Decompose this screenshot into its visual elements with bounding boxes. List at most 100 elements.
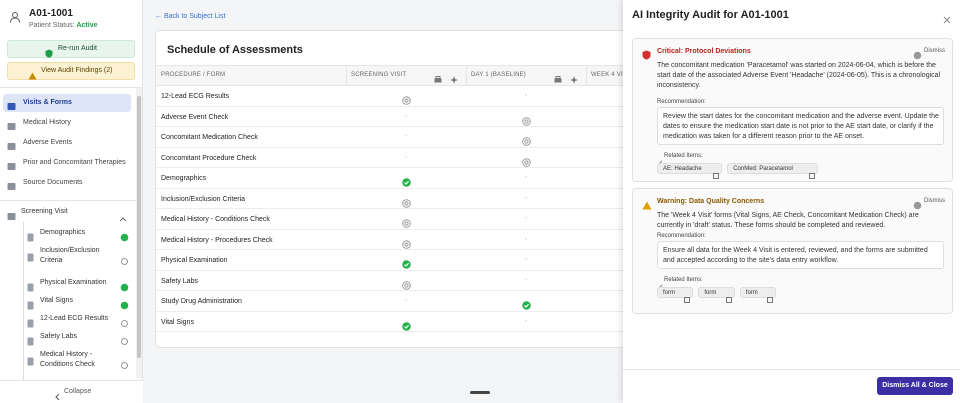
back-link[interactable]: ← Back to Subject List (155, 13, 226, 20)
drag-handle (470, 391, 490, 394)
column-header: WEEK 4 VISIT (591, 72, 633, 78)
form-icon (27, 297, 34, 315)
recommendation-label: Recommendation: (657, 99, 706, 105)
nav-label: Prior and Concomitant Therapies (23, 159, 126, 166)
related-chip[interactable]: form (657, 287, 694, 303)
related-chip[interactable]: ConMed: Paracetamol (727, 163, 818, 179)
nav-label: Visits & Forms (23, 99, 72, 106)
form-name: Medical History - Procedures Check (161, 236, 273, 244)
button-label: View Audit Findings (2) (41, 67, 113, 74)
panel-footer-divider (623, 369, 960, 370)
status-value: Active (76, 22, 98, 29)
form-item[interactable]: Demographics (26, 227, 132, 243)
divider (0, 87, 143, 88)
form-item[interactable]: Medical History - Conditions Check (26, 349, 132, 379)
finding-text: The concomitant medication 'Paracetamol'… (657, 62, 941, 89)
header-row (156, 65, 654, 86)
dismiss-all-button[interactable]: Dismiss All & Close (877, 377, 953, 395)
recommendation-box: Ensure all data for the Week 4 Visit is … (657, 241, 944, 269)
nav-icon (7, 138, 16, 156)
related-chip[interactable]: form (739, 287, 777, 303)
form-item[interactable]: Vital Signs (26, 295, 132, 311)
nav-item[interactable]: Prior and Concomitant Therapies (3, 154, 131, 172)
form-name: Medical History - Conditions Check (161, 216, 270, 223)
close-icon[interactable] (943, 11, 951, 29)
nav-item[interactable]: Medical History (3, 114, 131, 132)
recommendation-text: Ensure all data for the Week 4 Visit is … (663, 247, 928, 264)
table-row (156, 291, 654, 312)
status-complete (120, 229, 129, 247)
table-row (156, 271, 654, 291)
form-item[interactable]: Inclusion/Exclusion Criteria (26, 245, 132, 275)
sidebar: A01-1001 Patient Status: Active Re-run Aud… (0, 0, 143, 403)
nav-label: Adverse Events (23, 139, 73, 146)
finding-title: Critical: Protocol Deviations (657, 48, 751, 55)
audit-button[interactable]: View Audit Findings (2) (7, 62, 135, 80)
dismiss-button[interactable]: Dismiss (913, 47, 949, 60)
chip-label: form (745, 290, 758, 296)
status-pending (401, 236, 411, 254)
related-chip[interactable]: AE: Headache (657, 163, 723, 179)
form-label: Vital Signs (40, 297, 73, 304)
nav-icon (7, 98, 16, 116)
empty-cell: - (524, 194, 528, 202)
collapse-footer[interactable]: Collapse (0, 380, 143, 403)
form-name: 12-Lead ECG Results (161, 93, 230, 100)
external-icon (808, 166, 815, 184)
form-item[interactable]: Safety Labs (26, 331, 132, 347)
status-complete (120, 297, 129, 315)
section-icon (7, 208, 16, 226)
form-name: Demographics (161, 175, 207, 182)
chevron (119, 209, 127, 227)
nav-label: Medical History (23, 119, 71, 126)
tree-line (23, 222, 24, 382)
form-name: Safety Labs (161, 277, 198, 285)
form-icon (27, 315, 34, 333)
nav-item[interactable]: Adverse Events (3, 134, 131, 152)
form-label: 12-Lead ECG Results (40, 315, 109, 322)
form-label: Inclusion/Exclusion Criteria (40, 247, 100, 264)
column-divider (466, 66, 467, 86)
panel-title: AI Integrity Audit for A01-1001 (632, 9, 789, 21)
empty-cell: - (404, 297, 408, 304)
nav-item[interactable]: Source Documents (3, 174, 131, 192)
empty-cell: - (404, 112, 408, 120)
scrollbar-thumb (137, 96, 141, 358)
status-incomplete (120, 333, 129, 351)
form-icon (27, 229, 34, 247)
collapse-label: Collapse (64, 388, 92, 395)
nav-icon (7, 178, 16, 196)
status-pending (521, 133, 531, 151)
nav-label: Source Documents (23, 179, 83, 186)
form-label: Safety Labs (40, 333, 77, 340)
status-pending (401, 277, 411, 295)
external-icon (725, 290, 732, 308)
status-done (401, 256, 411, 274)
recommendation-box: Review the start dates for the concomita… (657, 107, 944, 145)
empty-cell: - (524, 276, 528, 284)
related-label: Related Items: (664, 153, 703, 159)
recommendation-label: Recommendation: (657, 233, 706, 239)
status-pending (521, 154, 531, 172)
form-icon (27, 249, 34, 267)
column-header: PROCEDURE / FORM (161, 72, 226, 78)
dismiss-all-label: Dismiss All & Close (882, 382, 948, 389)
form-icon (27, 333, 34, 351)
form-label: Demographics (40, 229, 86, 236)
button-icon (45, 45, 53, 63)
status-done (401, 318, 411, 336)
finding-card: Critical: Protocol Deviations Dismiss The … (632, 38, 953, 182)
form-name: Adverse Event Check (161, 113, 229, 121)
nav-item[interactable]: Visits & Forms (3, 94, 131, 112)
section-title: Screening Visit (21, 208, 68, 215)
related-chip[interactable]: form (698, 287, 735, 303)
form-item[interactable]: Physical Examination (26, 277, 132, 293)
audit-button[interactable]: Re-run Audit (7, 40, 135, 58)
dismiss-button[interactable]: Dismiss (913, 197, 949, 210)
table-row (156, 230, 654, 250)
status-line: Patient Status: Active (29, 22, 98, 29)
form-item[interactable]: 12-Lead ECG Results (26, 313, 132, 329)
chip-label: ConMed: Paracetamol (733, 166, 793, 172)
chip-label: form (704, 290, 717, 296)
